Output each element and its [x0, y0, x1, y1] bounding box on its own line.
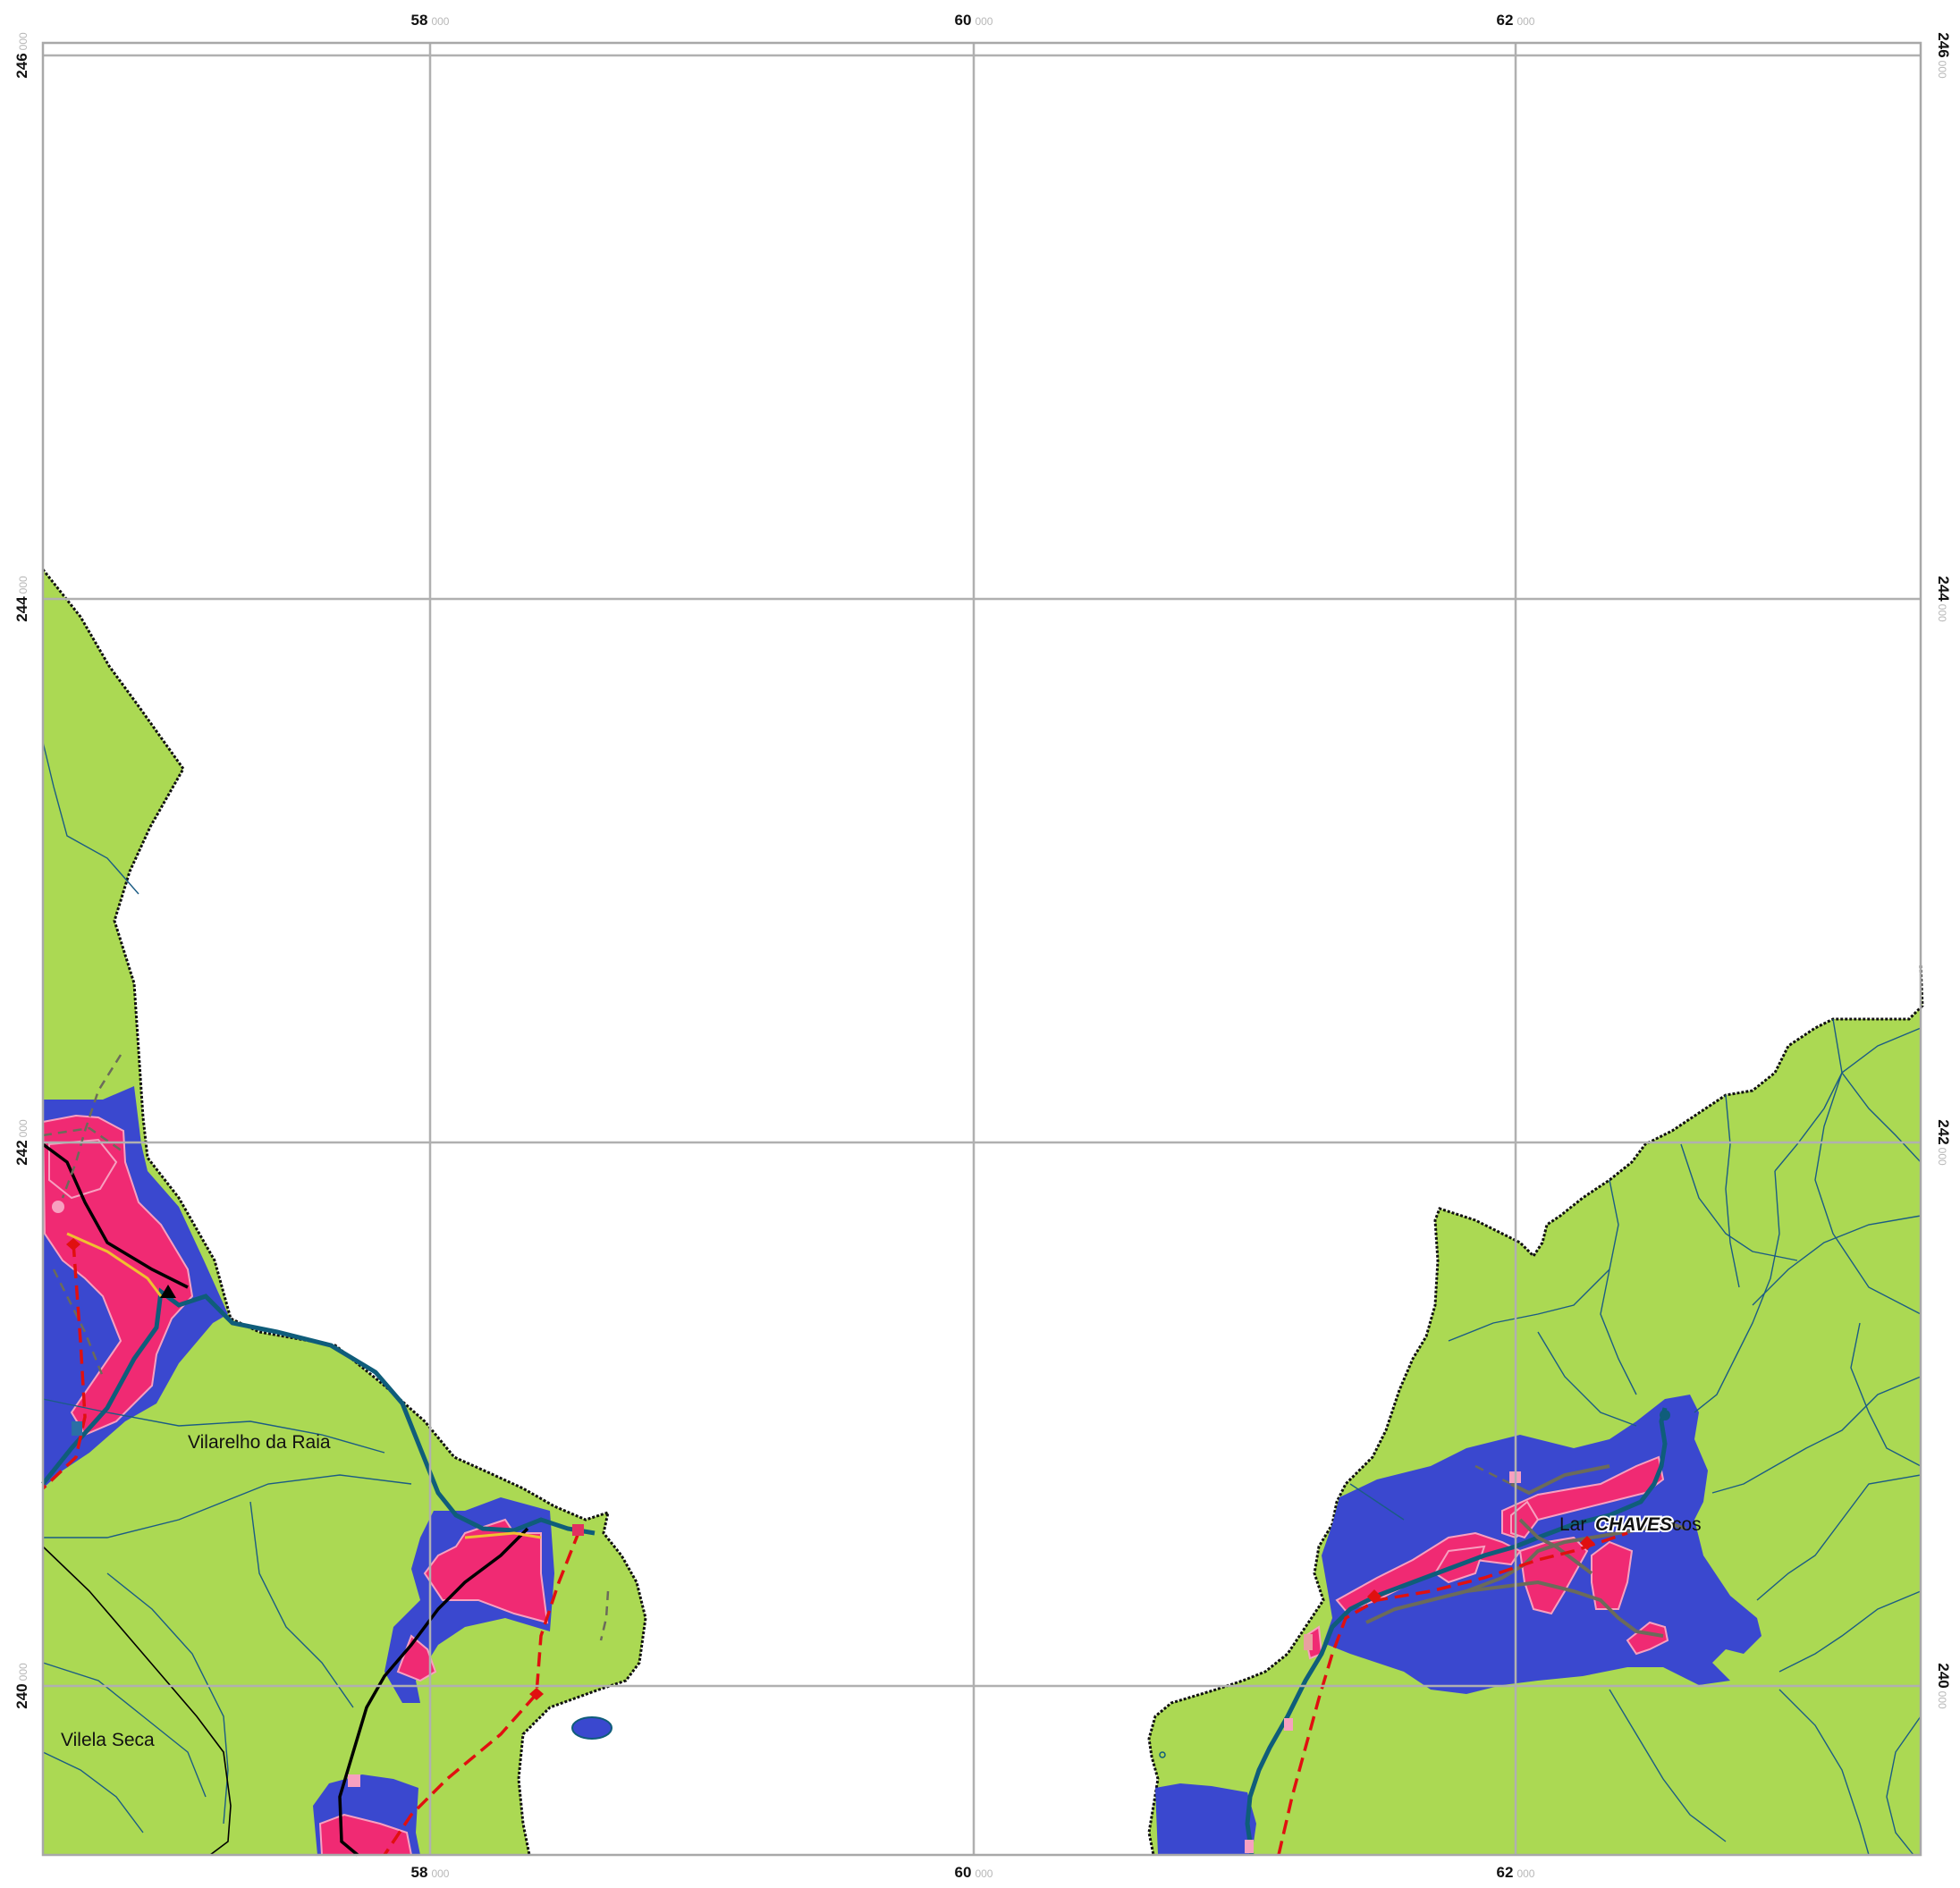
tick-label-bottom-62: 62 000 — [1497, 1864, 1535, 1881]
left-urban-block — [48, 1138, 118, 1200]
label-lamadarcos-right: cos — [1672, 1514, 1702, 1535]
stream-right-3 — [1725, 1094, 1740, 1288]
poi-square-icon — [348, 1774, 360, 1787]
lake-shape — [571, 1716, 612, 1740]
stream-right-11 — [1711, 1376, 1922, 1494]
tick-label-bottom-60: 60 000 — [955, 1864, 993, 1881]
stream-left-5 — [42, 1662, 207, 1798]
tick-label-right-240: 240000 — [1935, 1663, 1952, 1709]
stream-right-9 — [1537, 1331, 1637, 1427]
track-right-1 — [1474, 1464, 1512, 1486]
river-left — [41, 1287, 596, 1536]
yellow-road-left — [66, 1232, 163, 1297]
map-frame — [41, 41, 1922, 1857]
stream-right-4 — [1814, 1072, 1922, 1315]
stream-left-7 — [42, 1751, 144, 1833]
road-grey-chaves-1 — [1365, 1580, 1664, 1638]
stream-right-13 — [1778, 1590, 1922, 1673]
tick-labels: 58 000 60 000 62 000 58 000 60 000 62 000 2460… — [13, 12, 1952, 1881]
yellow-road-vilarelho — [464, 1531, 542, 1539]
tick-label-right-244: 244000 — [1935, 576, 1952, 622]
south-right-zone — [1155, 1783, 1256, 1855]
poi-square-icon — [1304, 1634, 1313, 1650]
stream-right-6 — [1694, 1170, 1780, 1413]
vilarelho-urban-south — [396, 1634, 437, 1682]
stream-right-16 — [1886, 1715, 1922, 1856]
stream-right-7 — [1600, 1179, 1637, 1395]
route-node-icon — [1367, 1589, 1381, 1604]
stream-left-3 — [43, 1474, 412, 1538]
track-left-1 — [61, 1054, 122, 1199]
road-grey-chaves-3 — [1510, 1464, 1610, 1496]
tick-label-left-242: 242000 — [13, 1119, 30, 1166]
stream-right-5 — [1752, 1215, 1922, 1306]
spring-icon — [1159, 1751, 1166, 1758]
tick-label-right-246: 246000 — [1935, 32, 1952, 79]
label-chaves: CHAVES — [1595, 1514, 1672, 1535]
right-terrain-area — [1149, 965, 1922, 1855]
tick-label-top-62: 62 000 — [1497, 12, 1535, 29]
poi-square-icon — [1284, 1718, 1293, 1731]
poi-square-icon — [72, 1421, 82, 1436]
label-vilarelho: Vilarelho da Raia — [188, 1432, 331, 1453]
poi-circle-icon — [52, 1201, 64, 1213]
route-node-icon — [66, 1238, 80, 1251]
track-left-4 — [42, 1126, 126, 1155]
stream-right-10 — [1349, 1483, 1405, 1521]
triangle-marker-icon — [160, 1285, 176, 1298]
left-boundary-line — [41, 569, 647, 1856]
left-terrain-group: Vilarelho da Raia Vilela Seca — [41, 569, 647, 1857]
tick-label-top-60: 60 000 — [955, 12, 993, 29]
stream-left-2 — [42, 1398, 385, 1454]
road-left-main — [41, 1142, 189, 1289]
road-thin-sw — [42, 1546, 232, 1856]
label-vilela: Vilela Seca — [61, 1730, 155, 1750]
stream-left-1 — [42, 741, 139, 895]
stream-right-17 — [1680, 1143, 1798, 1261]
stream-right-18 — [1850, 1322, 1922, 1467]
tick-label-left-240: 240000 — [13, 1663, 30, 1709]
right-terrain-group: Lar cos CHAVES — [1147, 965, 1924, 1856]
poi-square-icon — [572, 1524, 584, 1536]
stream-right-8 — [1448, 1268, 1610, 1342]
stream-right-12 — [1756, 1474, 1922, 1601]
tick-label-left-244: 244000 — [13, 576, 30, 622]
label-lamadarcos-left: Lar — [1559, 1514, 1586, 1535]
chaves-urban-4 — [1591, 1540, 1634, 1610]
road-grey-chaves-2 — [1466, 1521, 1686, 1593]
coordinate-grid — [41, 41, 1922, 1857]
stream-right-1 — [1774, 1027, 1922, 1172]
poi-square-icon — [1245, 1840, 1254, 1853]
route-node-icon — [1580, 1536, 1594, 1550]
river-right — [1245, 1407, 1668, 1856]
road-vilarelho — [338, 1527, 529, 1857]
stream-right-14 — [1778, 1689, 1870, 1856]
tick-label-right-242: 242000 — [1935, 1119, 1952, 1166]
tick-label-left-246: 246000 — [13, 32, 30, 79]
track-left-2 — [52, 1268, 105, 1378]
tick-label-top-58: 58 000 — [411, 12, 450, 29]
route-vilarelho — [383, 1530, 581, 1856]
tick-label-bottom-58: 58 000 — [411, 1864, 450, 1881]
route-left — [41, 1242, 87, 1490]
stream-right-2 — [1832, 1018, 1922, 1163]
stream-left-6 — [249, 1501, 354, 1708]
poi-circle-icon — [1660, 1410, 1670, 1420]
chaves-urban-5 — [1626, 1621, 1669, 1656]
route-node-icon — [529, 1688, 544, 1700]
road-grey-chaves-4 — [1518, 1518, 1593, 1575]
stream-right-15 — [1609, 1689, 1727, 1842]
